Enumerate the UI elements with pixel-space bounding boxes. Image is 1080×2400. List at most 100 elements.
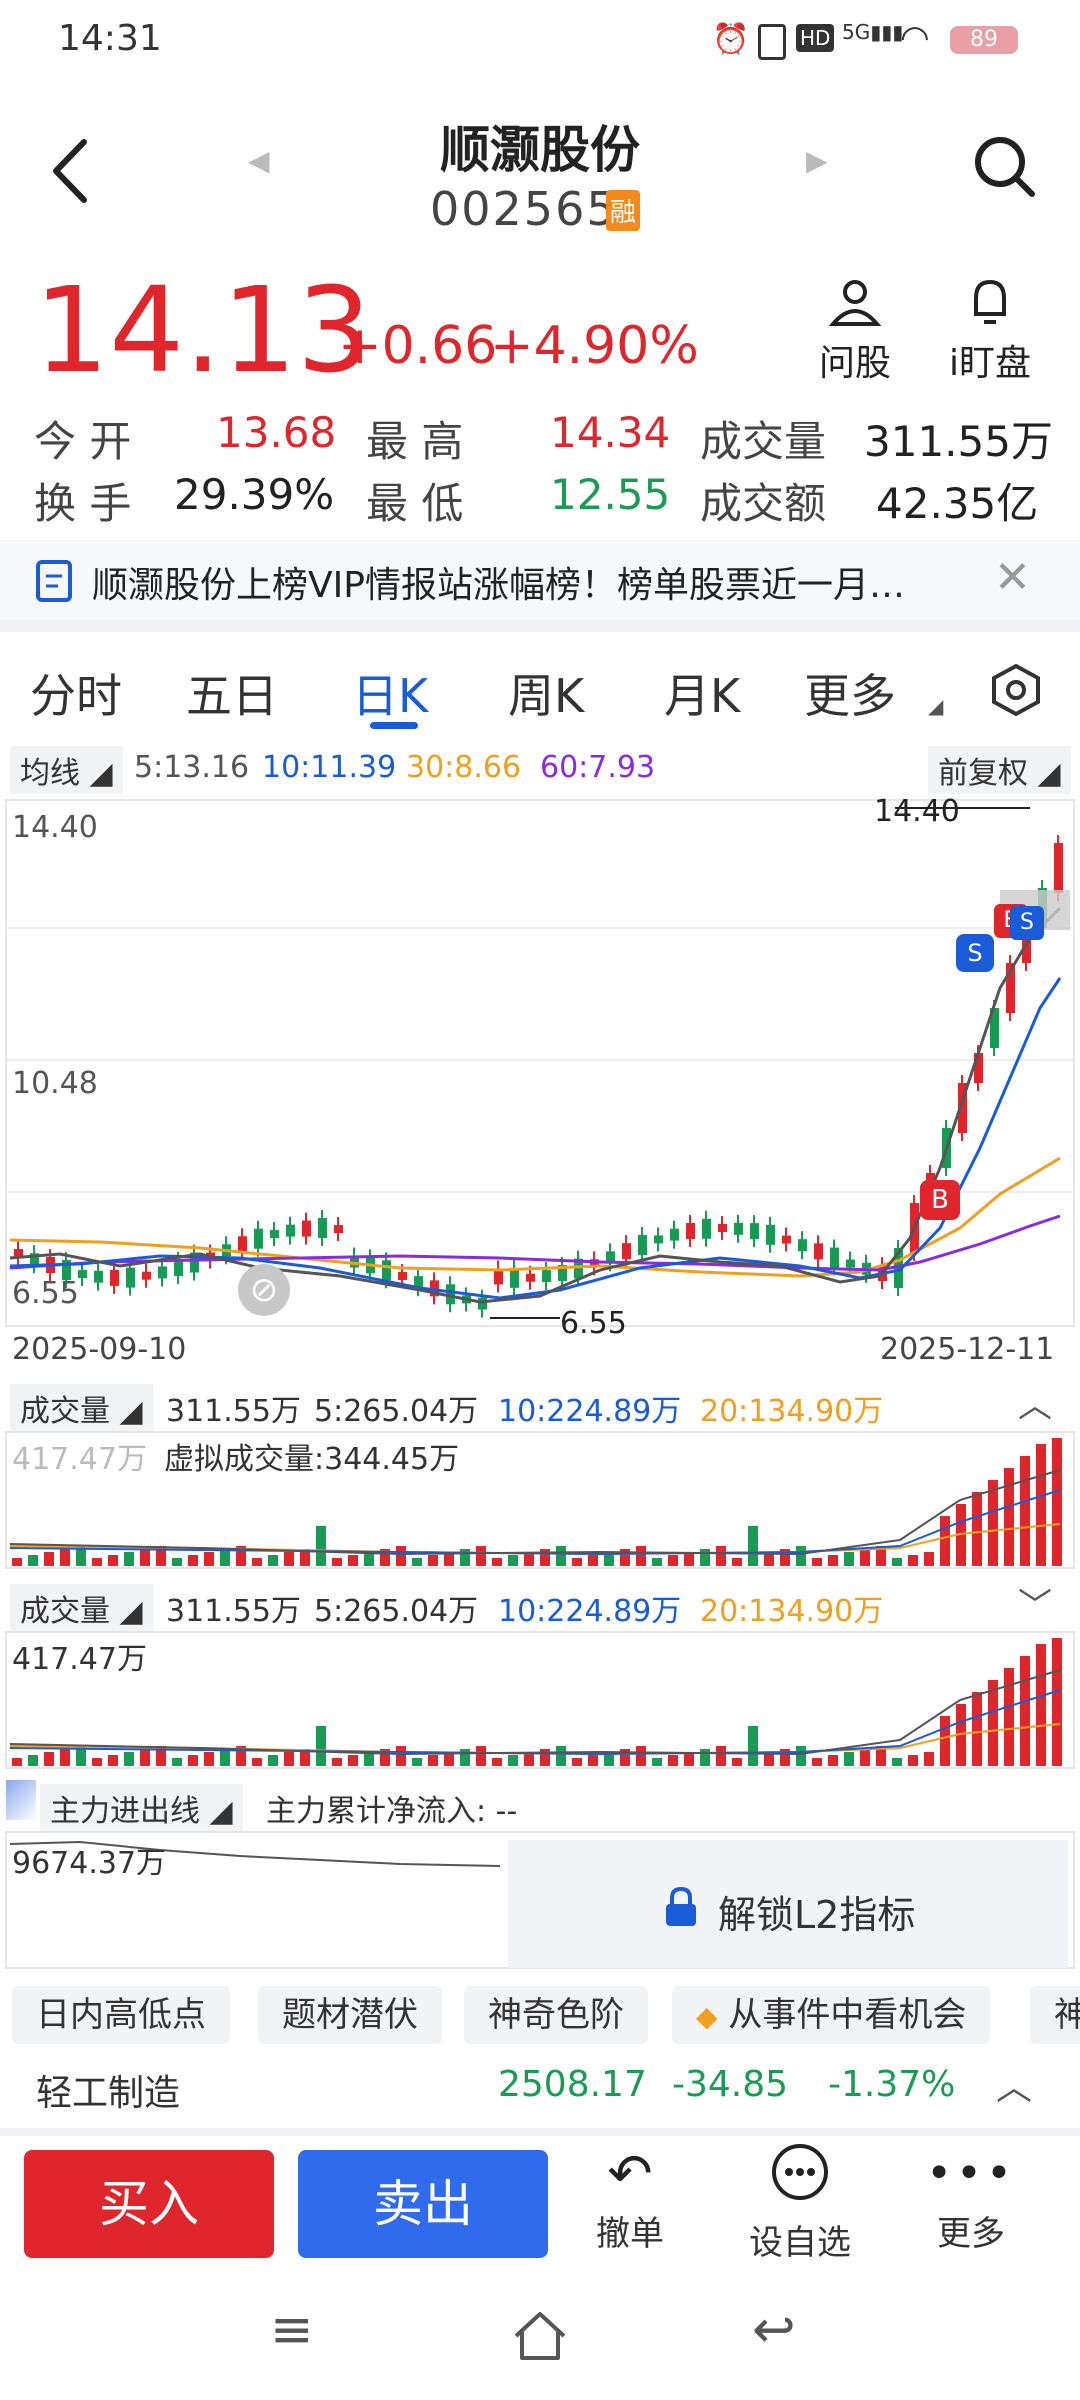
cancel-order-button[interactable]: ↶ 撤单 [580,2142,680,2255]
undo-icon: ↶ [607,2142,653,2205]
date-end: 2025-12-11 [880,1332,1055,1367]
sell-button[interactable]: 卖出 [298,2150,548,2258]
candle [510,1267,519,1288]
volume-value-2: 311.55万 [166,1594,301,1629]
candle [494,1268,503,1285]
stock-name: 顺灏股份 [440,121,640,179]
unlock-l2-button[interactable]: 解锁L2指标 [508,1840,1068,1968]
volume-bar [524,1752,534,1766]
collapse-up-icon[interactable]: ︿ [1018,1386,1052,1426]
sell-signal-badge[interactable]: S [956,934,994,972]
volume-bar [236,1546,246,1566]
volume-bar [700,1749,710,1766]
chip-intraday-high-low[interactable]: 日内高低点 [12,1986,230,2044]
volume-bar [844,1552,854,1566]
min-price-marker: 6.55 [560,1306,627,1341]
volume-bar [636,1546,646,1566]
collapse-down-icon[interactable]: ﹀ [1018,1586,1052,1626]
back-nav-icon[interactable]: ↩ [752,2300,796,2360]
home-icon[interactable] [512,2310,568,2362]
more-button[interactable]: ••• 更多 [916,2142,1026,2255]
tab-weekly-k[interactable]: 周K [508,669,585,723]
volume-max-2: 417.47万 [12,1642,147,1677]
turnover-label: 换 手 [34,479,132,528]
ma-bar: 均线 ◢ 5:13.16 10:11.39 30:8.66 60:7.93 前复… [0,742,1080,794]
low-label: 最 低 [366,479,464,528]
add-watchlist-button[interactable]: 设自选 [740,2142,860,2264]
settings-icon[interactable] [988,662,1044,718]
chip-event-opportunity[interactable]: ◆ 从事件中看机会 [672,1986,991,2044]
adjust-selector[interactable]: 前复权 ◢ [928,746,1071,794]
volume-bar [44,1752,54,1766]
tab-intraday[interactable]: 分时 [30,669,122,723]
capital-flow-value: 9674.37万 [12,1846,167,1881]
volume-ma10-1: 10:224.89万 [498,1394,682,1429]
sector-change: -34.85 [672,2064,789,2105]
volume-ma10-line-2 [9,1689,1061,1756]
margin-badge: 融 [606,190,641,231]
candle [798,1239,807,1252]
candle [318,1218,327,1239]
volume-bar [748,1526,758,1566]
chip-magic-color[interactable]: 神奇色阶 [464,1986,648,2044]
close-icon[interactable]: ✕ [994,552,1031,603]
capital-flow-canvas [5,1831,1075,1969]
chart-tabs: 分时 五日 日K 周K 月K 更多 ◢ [0,650,1080,740]
back-icon[interactable] [50,138,90,204]
ma-selector[interactable]: 均线 ◢ [10,746,123,794]
high-label: 最 高 [366,417,464,466]
volume-bar [924,1552,934,1566]
volume-bar [28,1755,38,1766]
alarm-icon: ⏰ [712,22,750,57]
news-banner[interactable]: 顺灏股份上榜VIP情报站涨幅榜！榜单股票近一月… ✕ [0,540,1080,620]
tab-daily-k[interactable]: 日K [352,669,429,723]
capital-flow-selector[interactable]: 主力进出线 ◢ [40,1784,243,1832]
volume-selector-1[interactable]: 成交量 ◢ [10,1384,153,1432]
volume-bar [828,1755,838,1766]
volume-chart-2[interactable]: 417.47万 [0,1630,1080,1770]
volume-bar [1004,1668,1014,1766]
lock-icon [666,1886,696,1926]
kline-chart[interactable]: 14.40 10.48 6.55 14.40 6.55 B S B S ⊘ [0,794,1080,1341]
candle [734,1222,743,1235]
sell-signal-badge-2[interactable]: S [1010,906,1044,940]
volume-bar [396,1546,406,1566]
tab-more[interactable]: 更多 [804,669,896,723]
watch-button[interactable]: i盯盘 [930,274,1050,386]
prev-stock-icon[interactable]: ◀ [248,144,270,177]
tab-monthly-k[interactable]: 月K [664,669,741,723]
volume-chart-1[interactable]: 417.47万 虚拟成交量:344.45万 [0,1430,1080,1570]
volume-bar [28,1555,38,1566]
candle [542,1270,551,1283]
volume-bar [316,1726,326,1766]
volume-bar [380,1549,390,1566]
amount-value: 42.35亿 [876,479,1039,528]
volume-bar [908,1755,918,1766]
volume-selector-2[interactable]: 成交量 ◢ [10,1584,153,1632]
volume-bar [1052,1438,1062,1566]
volume-value-1: 311.55万 [166,1394,301,1429]
buy-signal-badge[interactable]: B [920,1180,960,1220]
chip-theme-ambush[interactable]: 题材潜伏 [258,1986,442,2044]
volume-bar [588,1555,598,1566]
buy-button[interactable]: 买入 [24,2150,274,2258]
menu-icon[interactable]: ≡ [270,2300,314,2360]
volume-bar [588,1755,598,1766]
candle [142,1271,151,1280]
volume-bar [732,1558,742,1566]
candle [158,1266,167,1279]
next-stock-icon[interactable]: ▶ [806,144,828,177]
ma10-line [9,977,1062,1300]
tab-five-day[interactable]: 五日 [186,669,278,723]
search-icon[interactable] [972,134,1038,200]
volume-bar [844,1752,854,1766]
draw-tool-icon[interactable]: ⊘ [238,1264,290,1316]
candle [174,1259,183,1276]
candle [126,1267,135,1288]
sector-bar[interactable]: 轻工制造 2508.17 -34.85 -1.37% ︿ [0,2052,1080,2126]
ask-stock-button[interactable]: 问股 [800,274,910,386]
chip-more[interactable]: 神 [1030,1986,1080,2044]
volume-bar [956,1504,966,1566]
candle [1054,843,1063,893]
volume-header-2: 成交量 ◢ 311.55万 5:265.04万 10:224.89万 20:13… [0,1578,1080,1632]
